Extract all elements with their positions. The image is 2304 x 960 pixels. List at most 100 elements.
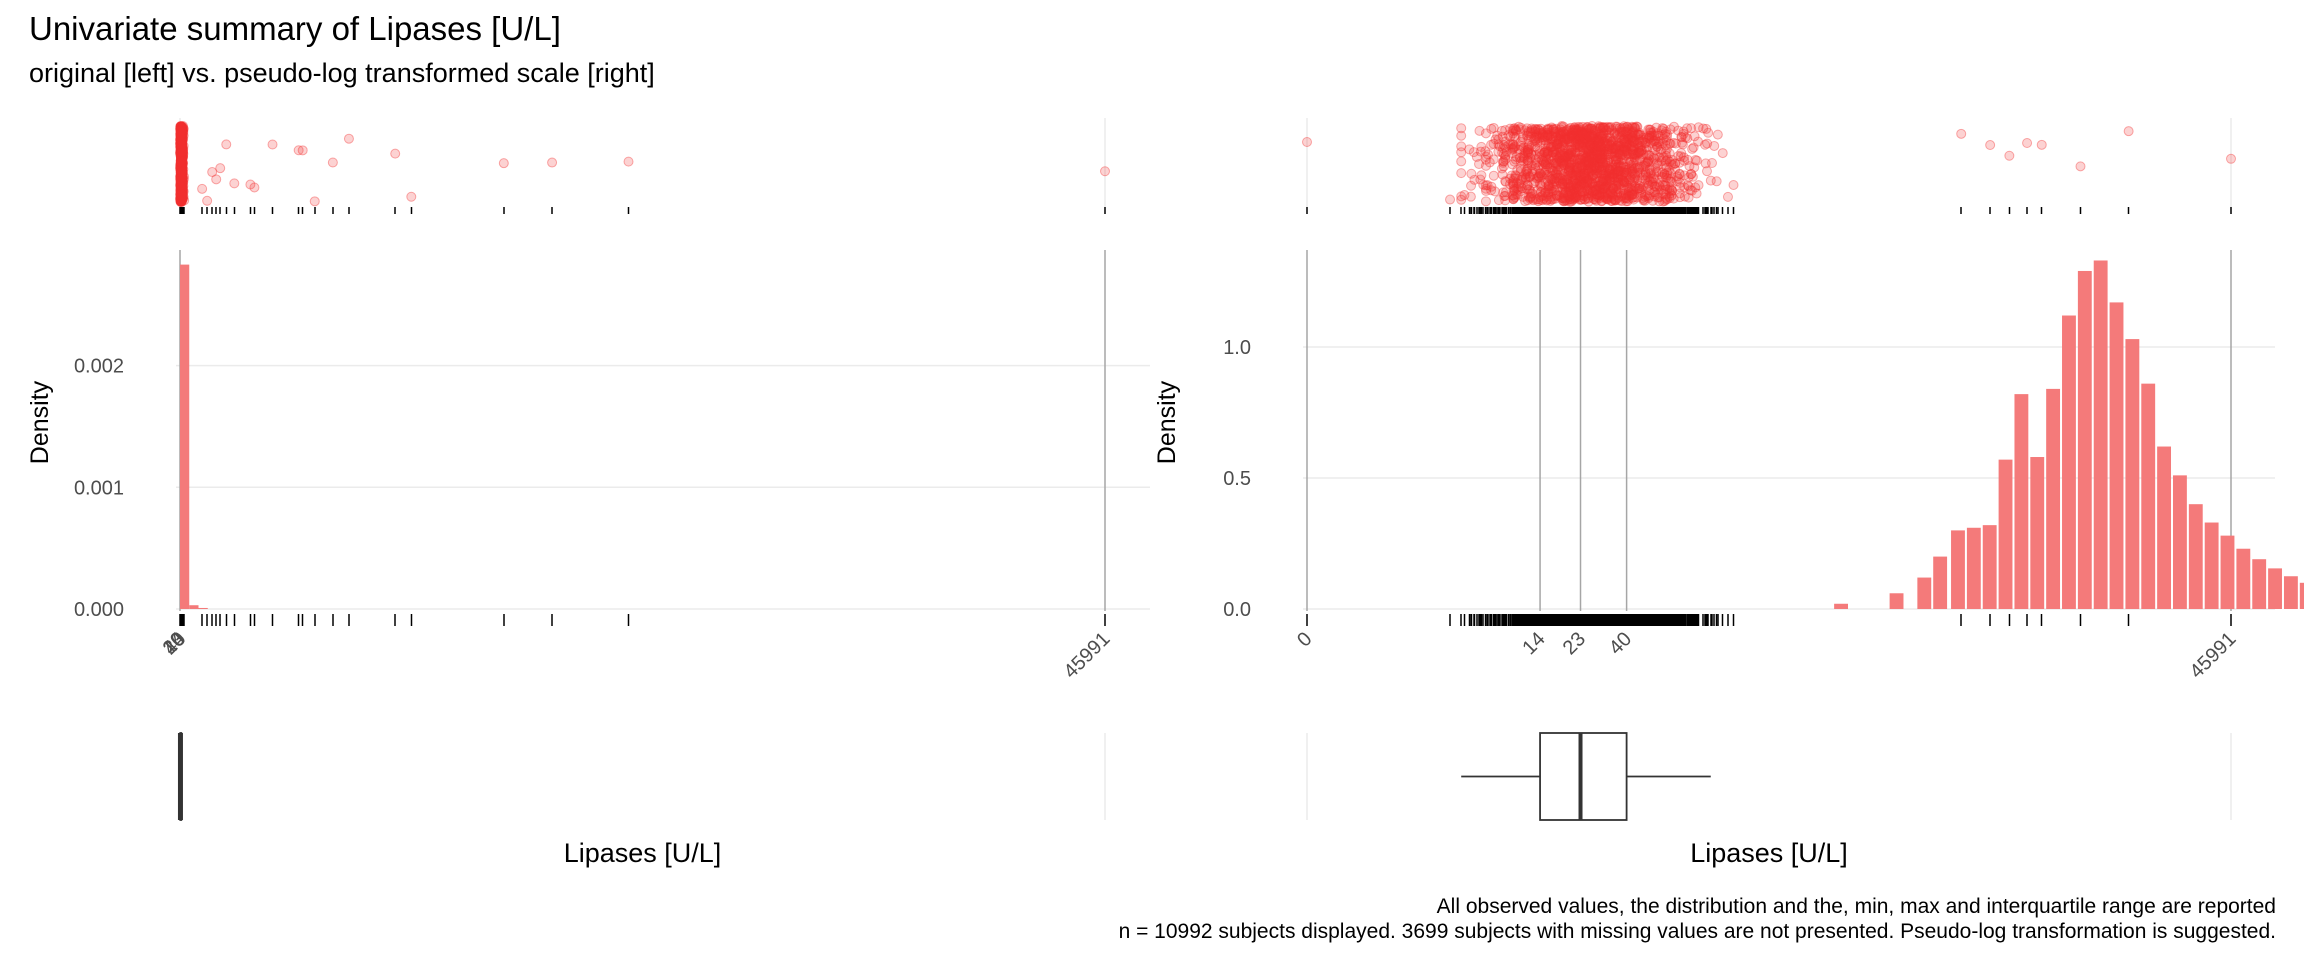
jitter-point — [1610, 164, 1621, 175]
jitter-point — [176, 171, 187, 182]
jitter-point — [177, 144, 188, 155]
jitter-point — [1570, 192, 1581, 203]
jitter-point — [177, 179, 188, 190]
jitter-point — [176, 168, 187, 179]
jitter-point — [175, 153, 186, 164]
jitter-point — [176, 191, 187, 202]
jitter-point — [1629, 174, 1640, 185]
jitter-point — [176, 122, 187, 133]
jitter-point — [175, 138, 186, 149]
jitter-point — [1505, 173, 1516, 184]
jitter-point — [176, 127, 187, 138]
jitter-point — [177, 175, 188, 186]
jitter-point — [175, 184, 186, 195]
jitter-point — [178, 148, 189, 159]
jitter-point — [1595, 164, 1606, 175]
jitter-point — [176, 160, 187, 171]
jitter-point — [175, 160, 186, 171]
jitter-point — [175, 135, 186, 146]
jitter-point — [1445, 194, 1456, 205]
jitter-point — [1577, 130, 1588, 141]
jitter-point — [175, 127, 186, 138]
jitter-point — [176, 151, 187, 162]
jitter-point — [176, 132, 187, 143]
jitter-point — [176, 194, 187, 205]
jitter-point — [176, 178, 187, 189]
histogram-bar — [2077, 270, 2092, 609]
jitter-point — [175, 123, 186, 134]
x-axis-title: Lipases [U/L] — [564, 838, 722, 868]
jitter-point — [1589, 185, 1600, 196]
jitter-point — [176, 180, 187, 191]
jitter-point — [176, 183, 187, 194]
jitter-point — [176, 164, 187, 175]
jitter-point — [177, 124, 188, 135]
jitter-point — [1571, 165, 1582, 176]
jitter-point — [1578, 128, 1589, 139]
jitter-point — [1603, 154, 1614, 165]
jitter-point — [1650, 181, 1661, 192]
jitter-point — [1592, 142, 1603, 153]
jitter-point — [177, 194, 188, 205]
jitter-point — [1610, 162, 1621, 173]
jitter-point — [1587, 178, 1598, 189]
jitter-point — [177, 194, 188, 205]
jitter-point — [176, 166, 187, 177]
jitter-point — [1679, 191, 1690, 202]
jitter-point — [176, 187, 187, 198]
jitter-point — [1577, 162, 1588, 173]
jitter-point — [1533, 162, 1544, 173]
jitter-point — [176, 169, 187, 180]
jitter-point — [1597, 130, 1608, 141]
jitter-point — [1621, 136, 1632, 147]
jitter-point — [176, 178, 187, 189]
jitter-point — [176, 190, 187, 201]
jitter-point — [1604, 122, 1615, 133]
jitter-point — [1709, 140, 1720, 151]
jitter-point — [176, 147, 187, 158]
jitter-point — [176, 154, 187, 165]
jitter-point — [1534, 125, 1545, 136]
panel-pseudo-log-scale: 0.0 0.5 1.0 Density 0 14 23 40 45991 Lipases [U/L… — [1153, 118, 2304, 868]
jitter-point — [1583, 189, 1594, 200]
jitter-point — [1548, 124, 1559, 135]
jitter-point — [1560, 131, 1571, 142]
jitter-point — [176, 180, 187, 191]
y-axis-title: Density — [1153, 380, 1181, 464]
jitter-point — [177, 133, 188, 144]
x-tick-label: 14 — [1518, 628, 1549, 659]
jitter-point — [1537, 129, 1548, 140]
jitter-point — [176, 130, 187, 141]
jitter-point — [175, 148, 186, 159]
jitter-point — [1499, 191, 1510, 202]
jitter-point — [1574, 139, 1585, 150]
jitter-point — [175, 170, 186, 181]
jitter-point — [1594, 158, 1605, 169]
jitter-point — [1615, 151, 1626, 162]
jitter-point — [176, 192, 187, 203]
jitter-point — [1528, 195, 1539, 206]
jitter-point — [175, 132, 186, 143]
jitter-point — [176, 126, 187, 137]
jitter-point — [176, 141, 187, 152]
jitter-point — [1600, 159, 1611, 170]
jitter-point — [1644, 191, 1655, 202]
jitter-point — [1595, 152, 1606, 163]
jitter-point — [175, 160, 186, 171]
jitter-point — [1645, 124, 1656, 135]
jitter-point — [177, 184, 188, 195]
histogram-bar — [2204, 522, 2219, 609]
jitter-point — [176, 159, 187, 170]
jitter-point — [1651, 158, 1662, 169]
jitter-point — [175, 137, 186, 148]
jitter-point — [177, 138, 188, 149]
jitter-point — [1573, 124, 1584, 135]
jitter-point — [175, 148, 186, 159]
jitter-point — [1614, 145, 1625, 156]
jitter-point — [175, 171, 186, 182]
jitter-point — [175, 194, 186, 205]
jitter-point — [1613, 129, 1624, 140]
jitter-point — [177, 139, 188, 150]
jitter-point — [176, 162, 187, 173]
jitter-point — [1565, 122, 1576, 133]
